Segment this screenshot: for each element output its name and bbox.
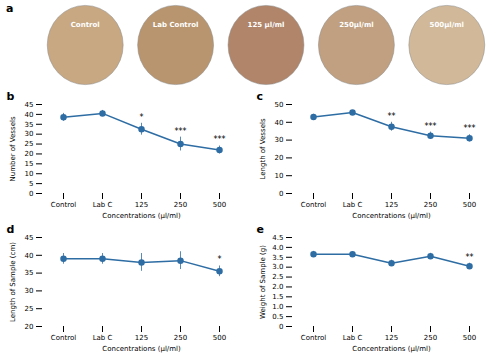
svg-text:Control: Control [301,334,326,342]
svg-text:Lab Control: Lab Control [153,21,199,29]
svg-text:Lab C: Lab C [343,201,363,209]
svg-text:5: 5 [29,180,33,188]
svg-text:250μl/ml: 250μl/ml [339,21,373,29]
svg-text:25: 25 [25,140,34,148]
svg-text:30: 30 [25,130,34,138]
svg-text:500: 500 [213,334,226,342]
svg-text:125: 125 [385,334,398,342]
svg-text:Control: Control [51,201,76,209]
svg-text:Number of Vessels: Number of Vessels [9,116,17,181]
svg-text:c: c [257,90,264,103]
svg-text:Weight of Sample (g): Weight of Sample (g) [259,245,267,319]
svg-text:4.0: 4.0 [272,244,283,252]
svg-text:Lab C: Lab C [93,201,113,209]
svg-text:Length of Sample (cm): Length of Sample (cm) [9,242,17,322]
svg-text:40: 40 [275,119,284,127]
svg-text:Control: Control [51,334,76,342]
svg-text:1.0: 1.0 [272,303,283,311]
svg-text:Lab C: Lab C [93,334,113,342]
svg-text:Concentrations (μl/ml): Concentrations (μl/ml) [102,212,181,220]
svg-text:Length of Vessels: Length of Vessels [259,118,267,179]
svg-text:125: 125 [385,201,398,209]
svg-text:2.0: 2.0 [272,283,283,291]
svg-text:Concentrations (μl/ml): Concentrations (μl/ml) [102,345,181,353]
svg-text:125: 125 [135,201,148,209]
svg-text:40: 40 [25,252,34,260]
svg-text:4.5: 4.5 [272,234,283,242]
svg-text:20: 20 [275,154,284,162]
svg-text:45: 45 [25,234,34,242]
svg-text:**: ** [388,112,396,121]
svg-text:250: 250 [174,201,187,209]
svg-text:500: 500 [213,201,226,209]
svg-text:30: 30 [25,287,34,295]
svg-text:***: *** [175,127,187,136]
svg-text:2.5: 2.5 [272,273,283,281]
svg-text:Control: Control [301,201,326,209]
svg-text:0: 0 [279,190,283,198]
svg-text:10: 10 [25,170,34,178]
svg-text:3.0: 3.0 [272,263,283,271]
svg-text:d: d [7,223,15,236]
svg-text:20: 20 [25,323,34,331]
svg-text:500: 500 [463,334,476,342]
svg-text:0: 0 [279,323,283,331]
svg-text:500μl/ml: 500μl/ml [430,21,464,29]
svg-text:40: 40 [25,111,34,119]
svg-text:1.5: 1.5 [272,293,283,301]
svg-text:***: *** [214,135,226,144]
svg-text:0: 0 [29,190,33,198]
svg-text:*: * [218,255,222,264]
svg-text:*: * [140,113,144,122]
svg-text:30: 30 [275,136,284,144]
svg-text:Concentrations (μl/ml): Concentrations (μl/ml) [352,345,431,353]
svg-text:25: 25 [25,305,34,313]
svg-text:Lab C: Lab C [343,334,363,342]
svg-text:Concentrations (μl/ml): Concentrations (μl/ml) [352,212,431,220]
svg-text:Control: Control [71,21,100,29]
svg-text:125: 125 [135,334,148,342]
svg-text:***: *** [425,122,437,131]
svg-text:35: 35 [25,121,34,129]
svg-text:50: 50 [275,101,284,109]
svg-text:3.5: 3.5 [272,254,283,262]
svg-text:45: 45 [25,101,34,109]
svg-text:a: a [6,2,13,15]
svg-text:15: 15 [25,160,34,168]
svg-text:125 μl/ml: 125 μl/ml [248,21,285,29]
svg-text:250: 250 [174,334,187,342]
svg-text:250: 250 [424,334,437,342]
svg-text:20: 20 [25,150,34,158]
svg-text:35: 35 [25,269,34,277]
svg-text:250: 250 [424,201,437,209]
svg-text:**: ** [466,253,474,262]
svg-text:500: 500 [463,201,476,209]
svg-text:0.5: 0.5 [272,313,283,321]
svg-text:10: 10 [275,172,284,180]
svg-text:e: e [257,223,264,236]
svg-text:b: b [7,90,15,103]
svg-text:***: *** [464,124,476,133]
